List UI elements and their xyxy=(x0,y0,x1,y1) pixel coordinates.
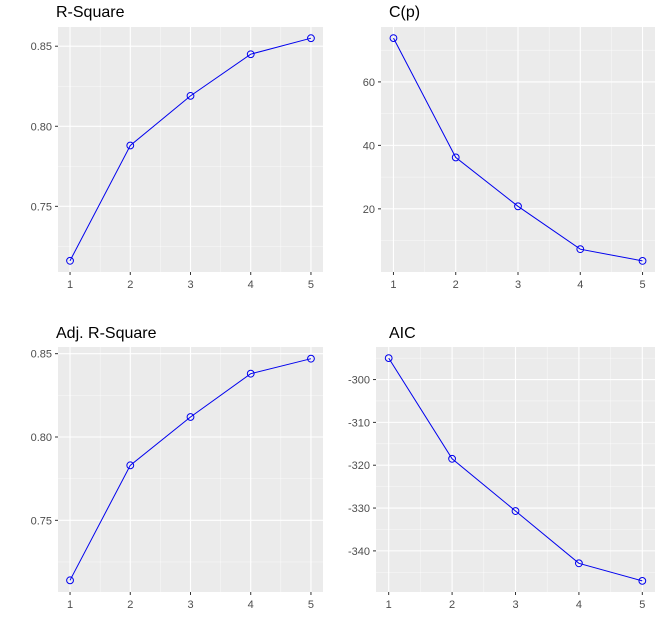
x-tick-label-r-square: 1 xyxy=(67,279,73,291)
data-point-aic xyxy=(384,354,393,363)
y-tick-label-aic: -320 xyxy=(348,460,370,472)
data-point-adj-r-square xyxy=(246,369,255,378)
panel-r-square: 0.75 0.80 0.85 1 2 3 4 5 R-Square xyxy=(31,4,323,291)
x-tick-label-adj-r-square: 1 xyxy=(67,599,73,611)
x-tick-label-aic: 3 xyxy=(512,599,518,611)
data-point-adj-r-square xyxy=(186,413,195,421)
data-point-aic xyxy=(448,454,456,463)
y-tick-label-adj-r-square: 0.85 xyxy=(31,349,52,361)
x-tick-label-cp: 3 xyxy=(515,279,521,291)
y-tick-label-r-square: 0.85 xyxy=(31,41,52,53)
x-tick-label-r-square: 3 xyxy=(187,279,193,291)
y-tick-label-r-square: 0.80 xyxy=(31,121,52,133)
x-tick-label-r-square: 4 xyxy=(248,279,254,291)
data-point-aic xyxy=(511,507,520,515)
y-tick-label-r-square: 0.75 xyxy=(31,201,52,213)
panel-adj-r-square: 0.75 0.80 0.85 1 2 3 4 5 Adj. R-Square xyxy=(31,325,323,611)
data-point-r-square xyxy=(186,91,195,100)
panel-title-r-square: R-Square xyxy=(56,4,125,21)
data-point-cp xyxy=(638,256,647,265)
y-tick-label-aic: -300 xyxy=(348,375,370,387)
x-tick-label-r-square: 2 xyxy=(127,279,133,291)
panel-aic: -340 -330 -320 -310 -300 1 2 3 4 5 AIC xyxy=(348,325,655,611)
x-tick-label-cp: 2 xyxy=(453,279,459,291)
x-tick-label-adj-r-square: 5 xyxy=(308,599,314,611)
data-point-cp xyxy=(389,34,398,43)
y-tick-label-cp: 60 xyxy=(363,77,375,89)
x-tick-label-aic: 1 xyxy=(386,599,392,611)
data-point-r-square xyxy=(307,34,315,43)
y-tick-label-adj-r-square: 0.80 xyxy=(31,432,52,444)
series-line-aic xyxy=(388,357,643,582)
data-point-cp xyxy=(576,245,585,254)
data-point-adj-r-square xyxy=(66,576,74,585)
x-tick-label-adj-r-square: 2 xyxy=(127,599,133,611)
y-tick-label-aic: -340 xyxy=(348,546,370,558)
panel-cp: 20 40 60 1 2 3 4 5 C(p) xyxy=(363,4,655,291)
data-point-adj-r-square xyxy=(126,461,135,470)
x-tick-label-aic: 5 xyxy=(639,599,645,611)
data-point-aic xyxy=(638,576,647,585)
x-tick-label-cp: 4 xyxy=(577,279,583,291)
series-line-adj-r-square xyxy=(69,358,312,581)
data-point-adj-r-square xyxy=(307,354,315,363)
x-tick-label-r-square: 5 xyxy=(308,279,314,291)
y-tick-label-aic: -330 xyxy=(348,503,370,515)
data-point-aic xyxy=(575,559,583,568)
data-point-r-square xyxy=(66,256,74,265)
data-point-cp xyxy=(514,202,522,211)
y-tick-label-aic: -310 xyxy=(348,417,370,429)
x-tick-label-cp: 1 xyxy=(390,279,396,291)
y-tick-label-cp: 40 xyxy=(363,140,375,152)
data-point-r-square xyxy=(126,141,135,150)
series-line-r-square xyxy=(69,37,312,262)
x-tick-label-adj-r-square: 3 xyxy=(187,599,193,611)
x-tick-label-adj-r-square: 4 xyxy=(248,599,254,611)
y-tick-label-adj-r-square: 0.75 xyxy=(31,515,52,527)
panel-title-aic: AIC xyxy=(389,325,416,342)
data-point-cp xyxy=(451,153,460,162)
panel-title-adj-r-square: Adj. R-Square xyxy=(56,325,157,342)
data-point-r-square xyxy=(246,50,255,59)
x-tick-label-aic: 4 xyxy=(576,599,582,611)
x-tick-label-aic: 2 xyxy=(449,599,455,611)
panel-title-cp: C(p) xyxy=(389,4,420,21)
series-line-cp xyxy=(393,37,643,262)
x-tick-label-cp: 5 xyxy=(639,279,645,291)
y-tick-label-cp: 20 xyxy=(363,204,375,216)
